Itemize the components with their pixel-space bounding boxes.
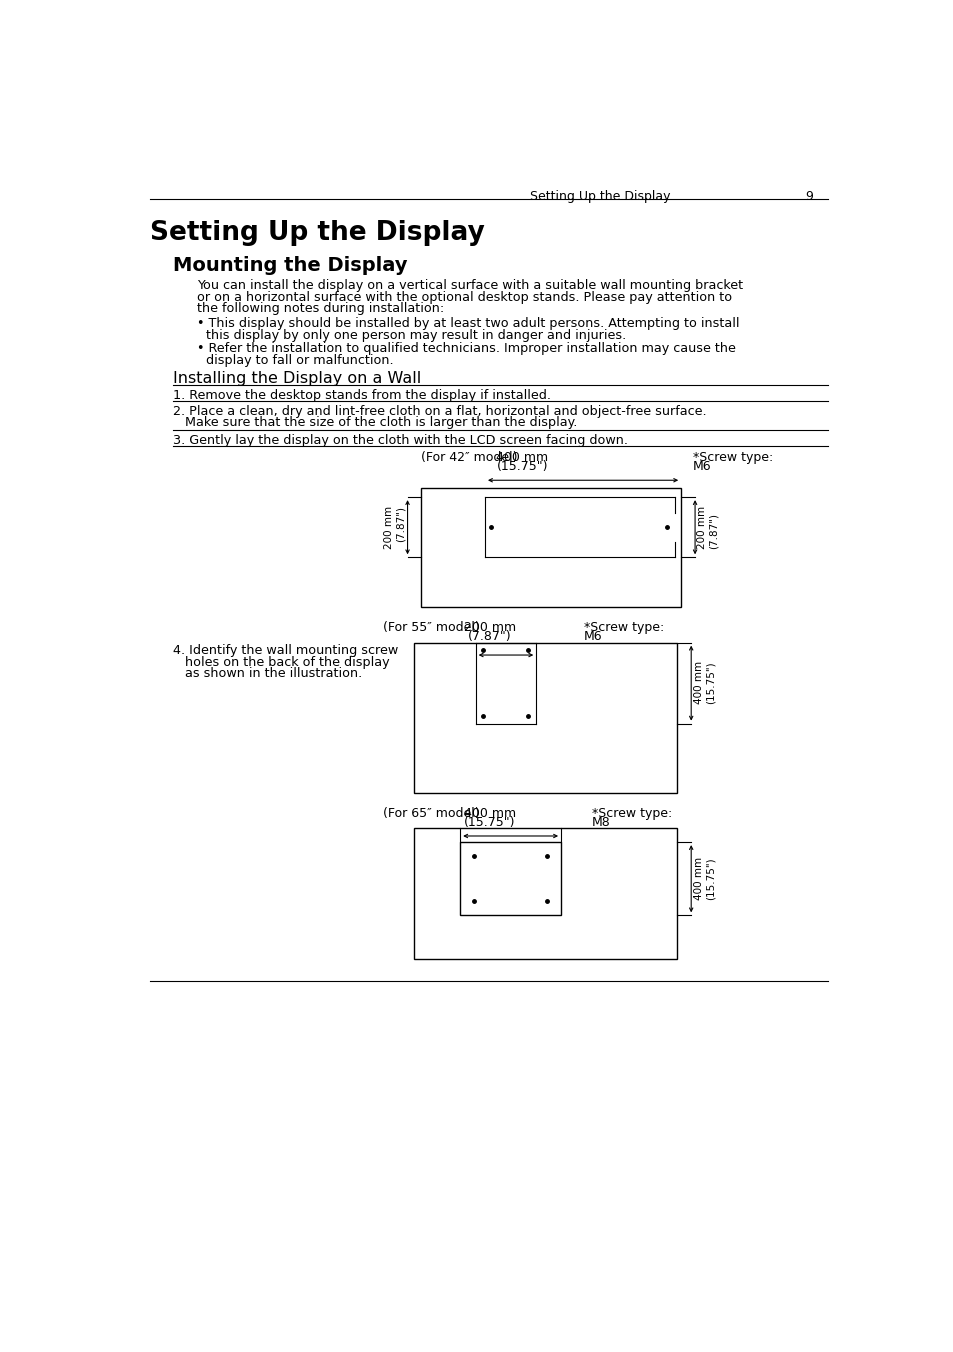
Bar [414,829,677,959]
Text: 4. Identify the wall mounting screw: 4. Identify the wall mounting screw [173,645,398,657]
Text: 9: 9 [804,191,812,203]
Text: holes on the back of the display: holes on the back of the display [173,656,390,669]
Text: Installing the Display on a Wall: Installing the Display on a Wall [173,370,421,385]
Bar [421,488,680,607]
Text: You can install the display on a vertical surface with a suitable wall mounting : You can install the display on a vertica… [196,280,742,292]
Text: the following notes during installation:: the following notes during installation: [196,303,443,315]
Text: or on a horizontal surface with the optional desktop stands. Please pay attentio: or on a horizontal surface with the opti… [196,291,731,304]
Text: Make sure that the size of the cloth is larger than the display.: Make sure that the size of the cloth is … [173,416,578,430]
Text: • Refer the installation to qualified technicians. Improper installation may cau: • Refer the installation to qualified te… [196,342,735,356]
Text: M6: M6 [692,460,711,473]
Text: Mounting the Display: Mounting the Display [173,256,408,276]
Text: M6: M6 [583,630,602,644]
Text: display to fall or malfunction.: display to fall or malfunction. [206,354,394,366]
Text: *Screw type:: *Screw type: [692,452,772,464]
Text: (7.87"): (7.87") [467,630,511,644]
Text: 3. Gently lay the display on the cloth with the LCD screen facing down.: 3. Gently lay the display on the cloth w… [173,434,628,448]
Text: (For 42″ model): (For 42″ model) [421,452,517,464]
Text: 200 mm
(7.87"): 200 mm (7.87") [383,506,405,549]
Text: Setting Up the Display: Setting Up the Display [150,220,485,246]
Text: 200 mm
(7.87"): 200 mm (7.87") [697,506,719,549]
Text: 400 mm
(15.75"): 400 mm (15.75") [693,661,715,704]
Text: as shown in the illustration.: as shown in the illustration. [173,668,362,680]
Text: (For 55″ model): (For 55″ model) [382,621,479,634]
Bar [459,842,560,915]
Text: 200 mm: 200 mm [463,621,516,634]
Text: this display by only one person may result in danger and injuries.: this display by only one person may resu… [206,329,625,342]
Text: *Screw type:: *Screw type: [592,807,672,819]
Text: M8: M8 [592,817,610,829]
Bar [414,642,677,792]
Text: 400 mm
(15.75"): 400 mm (15.75") [693,857,715,900]
Text: (15.75"): (15.75") [496,460,547,473]
Text: 2. Place a clean, dry and lint-free cloth on a flat, horizontal and object-free : 2. Place a clean, dry and lint-free clot… [173,404,706,418]
Text: *Screw type:: *Screw type: [583,621,664,634]
Text: (For 65″ model): (For 65″ model) [382,807,478,819]
Text: Setting Up the Display: Setting Up the Display [530,191,670,203]
Text: 1. Remove the desktop stands from the display if installed.: 1. Remove the desktop stands from the di… [173,389,551,403]
Text: 400 mm: 400 mm [463,807,516,819]
Text: 400 mm: 400 mm [496,452,548,464]
Text: • This display should be installed by at least two adult persons. Attempting to : • This display should be installed by at… [196,316,739,330]
Text: (15.75"): (15.75") [463,817,515,829]
